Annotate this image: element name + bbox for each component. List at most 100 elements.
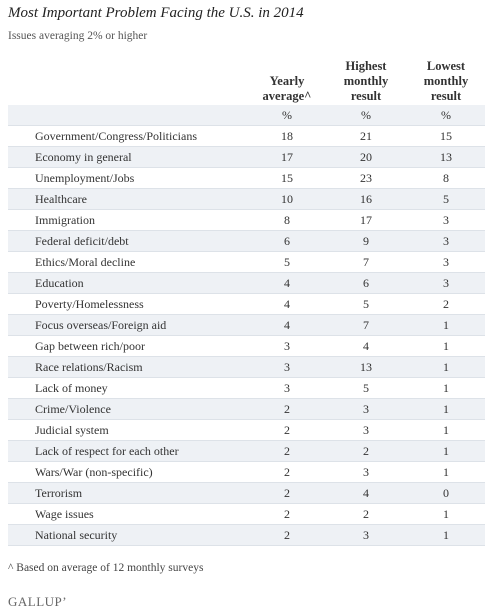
value: 2 [284,444,290,458]
table-row: Lack of respect for each other 2 2 1 [8,441,485,462]
value: 7 [363,318,369,332]
column-header: Yearly average^ [262,74,312,103]
value: 15 [440,129,452,143]
value: 4 [363,486,369,500]
value: 3 [284,360,290,374]
footnote: ^ Based on average of 12 monthly surveys [8,562,204,574]
issue-label: Ethics/Moral decline [35,255,136,269]
column-header: Highest monthly result [343,59,389,103]
value: 3 [363,465,369,479]
table-row: Economy in general 17 20 13 [8,147,485,168]
value: 4 [284,318,290,332]
unit: % [361,108,371,122]
value: 17 [281,150,293,164]
value: 4 [284,297,290,311]
value: 18 [281,129,293,143]
table-row: National security 2 3 1 [8,525,485,546]
value: 5 [363,297,369,311]
value: 2 [284,528,290,542]
issue-label: Gap between rich/poor [35,339,145,353]
table-header: Yearly average^ Highest monthly result Low… [0,56,493,104]
value: 1 [443,465,449,479]
issue-label: Terrorism [35,486,83,500]
table-row: Wage issues 2 2 1 [8,504,485,525]
issue-label: Government/Congress/Politicians [35,129,197,143]
value: 9 [363,234,369,248]
value: 1 [443,381,449,395]
table-row: Race relations/Racism 3 13 1 [8,357,485,378]
issue-label: Economy in general [35,150,132,164]
column-header: Lowest monthly result [423,59,469,103]
value: 15 [281,171,293,185]
table-row: Gap between rich/poor 3 4 1 [8,336,485,357]
table-row: Education 4 6 3 [8,273,485,294]
issue-label: Healthcare [35,192,87,206]
value: 2 [443,297,449,311]
value: 1 [443,444,449,458]
table-row: Focus overseas/Foreign aid 4 7 1 [8,315,485,336]
value: 2 [363,444,369,458]
value: 16 [360,192,372,206]
value: 1 [443,528,449,542]
value: 6 [363,276,369,290]
subtitle: Issues averaging 2% or higher [8,30,148,42]
table-row: Crime/Violence 2 3 1 [8,399,485,420]
value: 17 [360,213,372,227]
issue-label: Immigration [35,213,95,227]
issue-label: Crime/Violence [35,402,111,416]
table-row: Ethics/Moral decline 5 7 3 [8,252,485,273]
issue-label: Lack of respect for each other [35,444,179,458]
table-row: Healthcare 10 16 5 [8,189,485,210]
title: Most Important Problem Facing the U.S. i… [8,5,304,21]
value: 2 [363,507,369,521]
value: 3 [363,528,369,542]
value: 3 [284,381,290,395]
issue-label: Federal deficit/debt [35,234,129,248]
value: 7 [363,255,369,269]
value: 1 [443,339,449,353]
value: 2 [284,486,290,500]
value: 5 [363,381,369,395]
value: 2 [284,423,290,437]
table-row: Lack of money 3 5 1 [8,378,485,399]
value: 2 [284,465,290,479]
table-row: Terrorism 2 4 0 [8,483,485,504]
value: 4 [284,276,290,290]
unit: % [282,108,292,122]
table-row: Immigration 8 17 3 [8,210,485,231]
issue-label: Focus overseas/Foreign aid [35,318,167,332]
issue-label: Poverty/Homelessness [35,297,144,311]
value: 3 [443,255,449,269]
value: 2 [284,402,290,416]
value: 13 [440,150,452,164]
issue-label: Wage issues [35,507,94,521]
table-row: Government/Congress/Politicians 18 21 15 [8,126,485,147]
value: 0 [443,486,449,500]
value: 1 [443,318,449,332]
value: 3 [363,402,369,416]
value: 21 [360,129,372,143]
table-row: Unemployment/Jobs 15 23 8 [8,168,485,189]
value: 20 [360,150,372,164]
value: 3 [363,423,369,437]
value: 1 [443,402,449,416]
logo: GALLUP’ [8,594,68,609]
issue-label: Judicial system [35,423,109,437]
value: 6 [284,234,290,248]
value: 2 [284,507,290,521]
value: 5 [443,192,449,206]
issue-label: Wars/War (non-specific) [35,465,153,479]
issue-label: Unemployment/Jobs [35,171,135,185]
value: 13 [360,360,372,374]
value: 8 [443,171,449,185]
value: 10 [281,192,293,206]
value: 1 [443,423,449,437]
value: 3 [443,213,449,227]
table-row: Wars/War (non-specific) 2 3 1 [8,462,485,483]
table-row: Federal deficit/debt 6 9 3 [8,231,485,252]
value: 3 [443,276,449,290]
table-row: Poverty/Homelessness 4 5 2 [8,294,485,315]
units-row: %%% [8,105,485,126]
value: 3 [443,234,449,248]
